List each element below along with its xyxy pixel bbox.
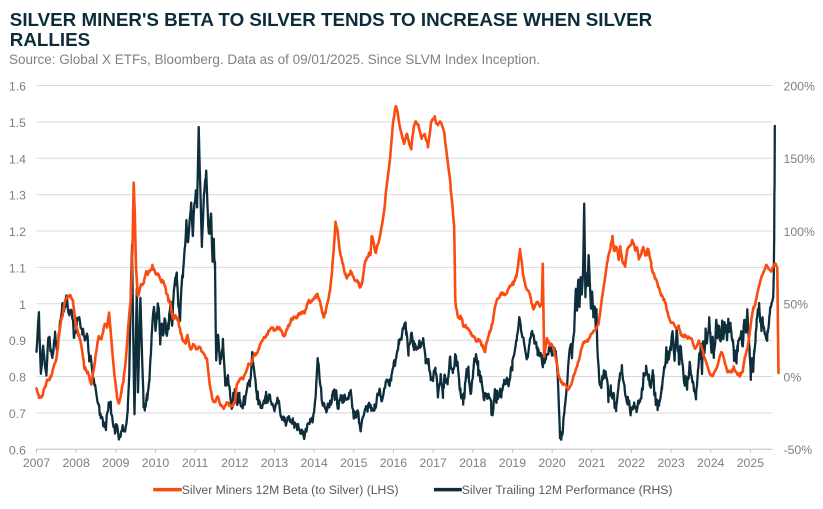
svg-text:2025: 2025 — [737, 456, 765, 470]
svg-text:2023: 2023 — [657, 456, 685, 470]
svg-text:2015: 2015 — [340, 456, 368, 470]
svg-text:1.1: 1.1 — [9, 261, 26, 275]
svg-text:1: 1 — [19, 298, 26, 312]
svg-text:0.7: 0.7 — [9, 407, 26, 421]
svg-text:2014: 2014 — [300, 456, 328, 470]
svg-text:1.4: 1.4 — [9, 152, 26, 166]
svg-text:0.9: 0.9 — [9, 334, 26, 348]
svg-text:1.2: 1.2 — [9, 225, 26, 239]
svg-text:200%: 200% — [784, 79, 816, 93]
svg-text:2024: 2024 — [697, 456, 725, 470]
svg-text:2009: 2009 — [102, 456, 130, 470]
svg-text:2013: 2013 — [261, 456, 289, 470]
svg-text:2019: 2019 — [499, 456, 527, 470]
svg-text:2008: 2008 — [62, 456, 90, 470]
svg-text:1.6: 1.6 — [9, 80, 26, 94]
svg-text:2020: 2020 — [538, 456, 566, 470]
svg-text:2012: 2012 — [221, 456, 249, 470]
svg-text:1.3: 1.3 — [9, 189, 26, 203]
svg-text:2018: 2018 — [459, 456, 487, 470]
svg-text:2017: 2017 — [419, 456, 447, 470]
svg-text:-50%: -50% — [784, 443, 813, 457]
svg-text:0%: 0% — [784, 370, 802, 384]
svg-text:100%: 100% — [784, 225, 816, 239]
svg-text:2010: 2010 — [142, 456, 170, 470]
svg-text:0.6: 0.6 — [9, 443, 26, 457]
svg-text:Silver Trailing 12M Performanc: Silver Trailing 12M Performance (RHS) — [462, 483, 673, 497]
svg-text:1.5: 1.5 — [9, 116, 26, 130]
svg-text:2011: 2011 — [182, 456, 209, 470]
svg-text:150%: 150% — [784, 152, 816, 166]
svg-text:2007: 2007 — [23, 456, 51, 470]
svg-text:0.8: 0.8 — [9, 371, 26, 385]
svg-text:2022: 2022 — [618, 456, 646, 470]
svg-text:50%: 50% — [784, 298, 809, 312]
svg-text:2021: 2021 — [578, 456, 606, 470]
svg-text:2016: 2016 — [380, 456, 408, 470]
svg-text:Silver Miners 12M Beta (to Sil: Silver Miners 12M Beta (to Silver) (LHS) — [182, 483, 399, 497]
